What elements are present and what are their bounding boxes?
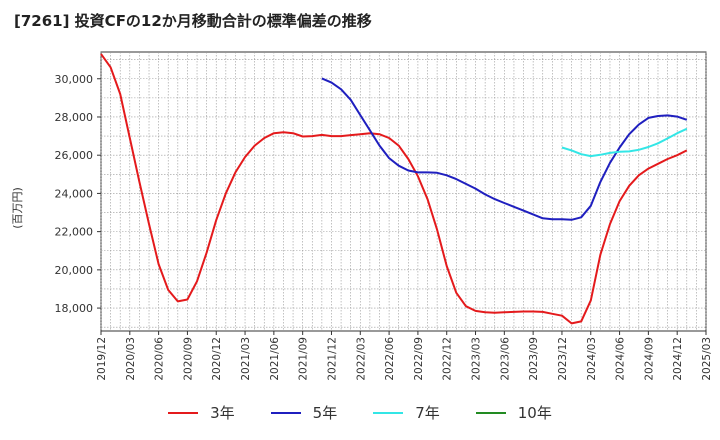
x-tick-label: 2020/12 — [211, 337, 223, 381]
x-tick-label: 2023/12 — [557, 337, 569, 381]
legend-item-5y: 5年 — [270, 402, 338, 423]
series-line-2 — [561, 127, 688, 158]
x-tick-label: 2022/06 — [384, 337, 396, 381]
x-tick-label: 2024/12 — [672, 337, 684, 381]
legend-swatch-5y — [270, 411, 301, 414]
x-tick-label: 2019/12 — [96, 337, 108, 381]
chart-title: [7261] 投資CFの12か月移動合計の標準偏差の推移 — [14, 12, 372, 30]
x-tick-label: 2022/03 — [355, 337, 367, 381]
series-line-0 — [100, 53, 688, 325]
y-tick-label: 24,000 — [55, 187, 94, 200]
x-tick-label: 2025/03 — [701, 337, 713, 381]
legend-swatch-10y — [475, 411, 506, 414]
x-tick-label: 2023/06 — [499, 337, 511, 381]
x-tick-label: 2023/09 — [528, 337, 540, 381]
y-tick-label: 28,000 — [55, 111, 94, 124]
y-tick-label: 30,000 — [55, 73, 94, 86]
x-tick-label: 2020/03 — [125, 337, 137, 381]
legend-label-7y: 7年 — [415, 404, 440, 422]
x-tick-label: 2020/06 — [154, 337, 166, 381]
series-line-1 — [321, 77, 688, 221]
x-tick-label: 2024/03 — [586, 337, 598, 381]
x-tick-label: 2021/12 — [326, 337, 338, 381]
line-chart: 18,000 20,000 22,000 24,000 26,000 28,000 30,0… — [55, 51, 713, 381]
legend: 3年 5年 7年 10年 — [0, 402, 720, 423]
x-tick-label: 2020/09 — [182, 337, 194, 381]
legend-item-3y: 3年 — [168, 402, 235, 423]
y-tick-label: 18,000 — [55, 302, 94, 315]
x-tick-label: 2024/06 — [615, 337, 627, 381]
y-tick-label: 26,000 — [55, 149, 94, 162]
legend-item-10y: 10年 — [475, 402, 552, 423]
y-tick-label: 20,000 — [55, 264, 94, 277]
legend-label-5y: 5年 — [312, 404, 338, 422]
x-tick-label: 2023/03 — [471, 337, 483, 381]
x-tick-label: 2022/12 — [442, 337, 454, 381]
legend-swatch-7y — [373, 411, 404, 414]
legend-swatch-3y — [168, 411, 199, 414]
x-tick-label: 2021/09 — [298, 337, 310, 381]
legend-item-7y: 7年 — [373, 402, 440, 423]
x-tick-label: 2021/06 — [269, 337, 281, 381]
legend-label-10y: 10年 — [517, 404, 552, 422]
x-tick-label: 2024/09 — [643, 337, 655, 381]
legend-label-3y: 3年 — [210, 404, 235, 422]
x-tick-label: 2021/03 — [240, 337, 252, 381]
y-tick-label: 22,000 — [55, 226, 94, 239]
x-tick-label: 2022/09 — [413, 337, 425, 381]
